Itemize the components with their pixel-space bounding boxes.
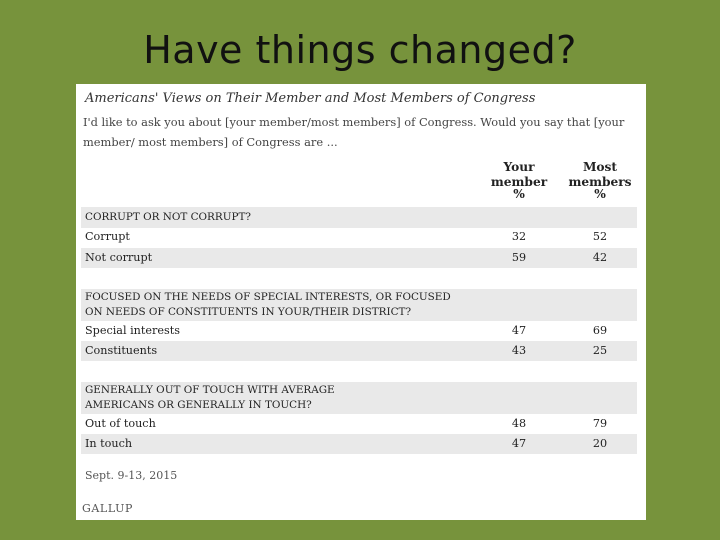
section-header-interests-line1: FOCUSED ON THE NEEDS OF SPECIAL INTEREST… (85, 291, 451, 303)
value-most-members-special-interests: 69 (592, 324, 608, 337)
section-header-interests-line2: ON NEEDS OF CONSTITUENTS IN YOUR/THEIR D… (85, 306, 412, 318)
value-your-member-not-corrupt: 59 (511, 251, 527, 264)
column-header-line: % (513, 187, 525, 201)
row-label-special-interests: Special interests (85, 324, 180, 337)
value-your-member-in-touch: 47 (511, 437, 527, 450)
row-label-constituents: Constituents (85, 344, 158, 357)
column-header-line: Most (582, 160, 618, 174)
column-header-line: Your (503, 160, 535, 174)
value-your-member-constituents: 43 (511, 344, 527, 357)
value-your-member-special-interests: 47 (511, 324, 527, 337)
column-header-line: member (490, 175, 548, 187)
value-most-members-not-corrupt: 42 (592, 251, 608, 264)
value-most-members-constituents: 25 (592, 344, 608, 357)
value-most-members-corrupt: 52 (592, 230, 608, 243)
slide-title: Have things changed? (143, 28, 577, 72)
row-label-in-touch: In touch (85, 437, 133, 450)
section-header-touch-line1: GENERALLY OUT OF TOUCH WITH AVERAGE (85, 384, 335, 396)
column-header-line: % (594, 187, 606, 201)
row-band (81, 341, 637, 361)
value-most-members-out-of-touch: 79 (592, 417, 608, 430)
row-label-not-corrupt: Not corrupt (85, 251, 153, 264)
section-band (81, 382, 637, 414)
column-header-most-members: Most members % (565, 160, 635, 202)
row-label-out-of-touch: Out of touch (85, 417, 156, 430)
row-band (81, 434, 637, 454)
survey-date: Sept. 9-13, 2015 (85, 469, 178, 482)
poll-table-image: Americans' Views on Their Member and Mos… (76, 84, 646, 520)
value-your-member-corrupt: 32 (511, 230, 527, 243)
value-most-members-in-touch: 20 (592, 437, 608, 450)
section-header-corrupt: CORRUPT OR NOT CORRUPT? (85, 211, 251, 223)
column-header-your-member: Your member % (484, 160, 554, 202)
survey-question: I'd like to ask you about [your member/m… (83, 115, 625, 149)
gallup-source: GALLUP (82, 502, 134, 515)
section-header-touch-line2: AMERICANS OR GENERALLY IN TOUCH? (85, 399, 312, 411)
row-label-corrupt: Corrupt (85, 230, 130, 243)
value-your-member-out-of-touch: 48 (511, 417, 527, 430)
section-band (81, 207, 637, 228)
column-header-line: members (568, 175, 632, 187)
table-heading: Americans' Views on Their Member and Mos… (85, 91, 536, 106)
row-band (81, 248, 637, 268)
section-band (81, 289, 637, 321)
